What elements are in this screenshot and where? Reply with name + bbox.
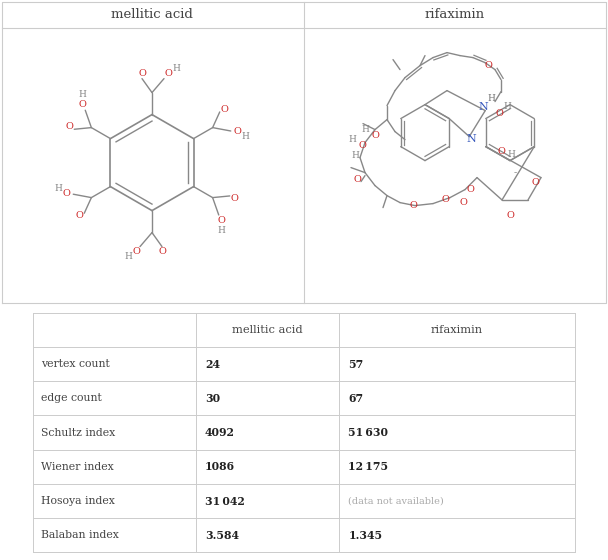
Text: O: O <box>132 247 140 256</box>
Text: O: O <box>233 128 241 137</box>
Text: 51 630: 51 630 <box>348 427 389 438</box>
Text: O: O <box>532 178 540 187</box>
Text: O: O <box>230 194 238 203</box>
Text: H: H <box>508 150 516 159</box>
Text: N: N <box>466 134 476 143</box>
Text: 3.584: 3.584 <box>205 530 239 541</box>
Text: vertex count: vertex count <box>41 359 109 369</box>
Text: O: O <box>358 141 366 150</box>
Text: -: - <box>513 168 517 177</box>
Text: O: O <box>409 201 417 210</box>
Text: O: O <box>63 189 71 198</box>
Text: O: O <box>353 175 361 184</box>
Text: O: O <box>220 105 228 114</box>
Text: edge count: edge count <box>41 393 102 403</box>
Text: H: H <box>172 64 180 73</box>
Text: H: H <box>218 226 226 235</box>
Text: O: O <box>76 211 84 220</box>
Text: O: O <box>498 147 506 156</box>
Text: H: H <box>55 184 63 193</box>
Text: mellitic acid: mellitic acid <box>111 7 193 21</box>
Text: H: H <box>487 94 495 103</box>
Text: O: O <box>66 122 74 131</box>
Text: H: H <box>348 135 356 144</box>
Text: O: O <box>441 195 449 204</box>
Text: O: O <box>506 212 514 221</box>
Text: O: O <box>138 69 146 78</box>
Text: Wiener index: Wiener index <box>41 462 114 472</box>
Text: O: O <box>496 109 503 118</box>
Text: H: H <box>504 102 512 111</box>
Text: O: O <box>371 131 379 140</box>
Text: H: H <box>361 125 369 134</box>
Text: 57: 57 <box>348 358 364 370</box>
Text: mellitic acid: mellitic acid <box>232 325 303 335</box>
Text: N: N <box>478 101 488 111</box>
Text: 1086: 1086 <box>205 461 235 472</box>
Text: H: H <box>241 132 249 141</box>
Text: Balaban index: Balaban index <box>41 530 119 540</box>
Text: 31 042: 31 042 <box>205 496 245 507</box>
Text: O: O <box>466 185 474 194</box>
Text: O: O <box>484 61 492 70</box>
Text: O: O <box>217 217 225 226</box>
Text: H: H <box>78 90 86 99</box>
Text: rifaximin: rifaximin <box>431 325 483 335</box>
Text: 67: 67 <box>348 393 364 404</box>
Text: O: O <box>158 247 166 256</box>
Text: O: O <box>164 69 172 78</box>
Text: (data not available): (data not available) <box>348 497 444 506</box>
Text: O: O <box>459 198 467 207</box>
Text: Schultz index: Schultz index <box>41 428 115 437</box>
Text: rifaximin: rifaximin <box>425 7 485 21</box>
Text: H: H <box>351 151 359 160</box>
Text: 12 175: 12 175 <box>348 461 389 472</box>
Text: 30: 30 <box>205 393 220 404</box>
Text: O: O <box>79 100 87 109</box>
Text: 1.345: 1.345 <box>348 530 382 541</box>
Text: H: H <box>124 252 132 261</box>
Text: 24: 24 <box>205 358 220 370</box>
Text: 4092: 4092 <box>205 427 235 438</box>
Text: Hosoya index: Hosoya index <box>41 496 115 506</box>
